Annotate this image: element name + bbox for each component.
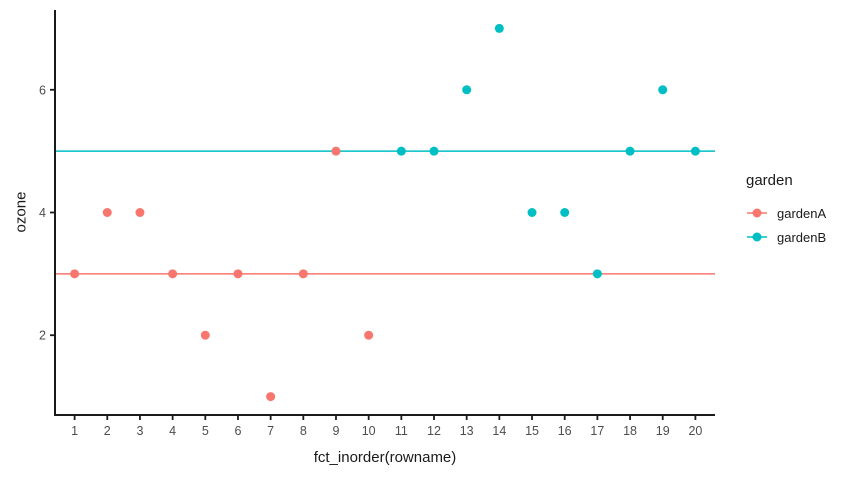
point-gardenB-x20 xyxy=(690,146,700,156)
x-tick-label: 2 xyxy=(104,424,111,438)
y-tick-label: 6 xyxy=(39,83,46,97)
x-tick-label: 13 xyxy=(460,424,474,438)
point-gardenA-x9 xyxy=(331,146,341,156)
x-tick-label: 3 xyxy=(136,424,143,438)
point-gardenB-x19 xyxy=(658,85,668,95)
legend-title: garden xyxy=(746,172,793,189)
legend-key-dot-gardenA xyxy=(752,208,762,218)
x-tick-label: 9 xyxy=(333,424,340,438)
point-gardenA-x2 xyxy=(102,208,112,217)
point-gardenB-x18 xyxy=(625,146,635,156)
point-gardenA-x4 xyxy=(168,269,178,279)
x-tick-label: 15 xyxy=(525,424,539,438)
point-gardenA-x1 xyxy=(70,269,80,279)
x-axis-title: fct_inorder(rowname) xyxy=(313,449,457,466)
x-tick-label: 11 xyxy=(395,424,408,438)
x-tick-label: 18 xyxy=(623,424,637,438)
point-gardenA-x3 xyxy=(135,208,145,217)
y-tick-label: 4 xyxy=(39,206,46,220)
point-gardenA-x5 xyxy=(200,330,210,340)
y-axis-title: ozone xyxy=(12,191,30,233)
legend: garden gardenA gardenB xyxy=(746,172,826,249)
point-gardenB-x11 xyxy=(396,146,406,156)
x-tick-label: 7 xyxy=(267,424,274,438)
x-tick-label: 10 xyxy=(362,424,376,438)
point-gardenB-x14 xyxy=(494,23,504,33)
legend-label-gardenA: gardenA xyxy=(777,205,827,221)
point-gardenA-x6 xyxy=(233,269,243,279)
point-gardenA-x7 xyxy=(266,392,276,402)
x-tick-label: 6 xyxy=(234,424,241,438)
legend-item-gardenA: gardenA xyxy=(746,201,826,225)
x-tick-label: 14 xyxy=(492,424,506,438)
legend-item-gardenB: gardenB xyxy=(746,225,826,249)
point-gardenB-x16 xyxy=(560,208,570,217)
point-gardenB-x17 xyxy=(592,269,602,279)
legend-key-gardenB xyxy=(747,232,767,242)
x-tick-label: 5 xyxy=(202,424,209,438)
point-gardenB-x12 xyxy=(429,146,439,156)
legend-key-dot-gardenB xyxy=(752,232,762,242)
legend-label-gardenB: gardenB xyxy=(777,229,827,245)
x-tick-label: 17 xyxy=(590,424,604,438)
y-tick-label: 2 xyxy=(39,329,46,343)
point-gardenA-x10 xyxy=(364,330,374,340)
x-tick-label: 4 xyxy=(169,424,176,438)
x-tick-label: 19 xyxy=(656,424,670,438)
x-tick-label: 8 xyxy=(300,424,307,438)
point-gardenA-x8 xyxy=(298,269,308,279)
legend-key-gardenA xyxy=(747,208,767,218)
x-tick-label: 16 xyxy=(558,424,572,438)
x-tick-label: 1 xyxy=(71,424,78,438)
point-gardenB-x15 xyxy=(527,208,537,217)
x-tick-label: 12 xyxy=(427,424,441,438)
point-gardenB-x13 xyxy=(462,85,472,95)
x-tick-label: 20 xyxy=(688,424,702,438)
